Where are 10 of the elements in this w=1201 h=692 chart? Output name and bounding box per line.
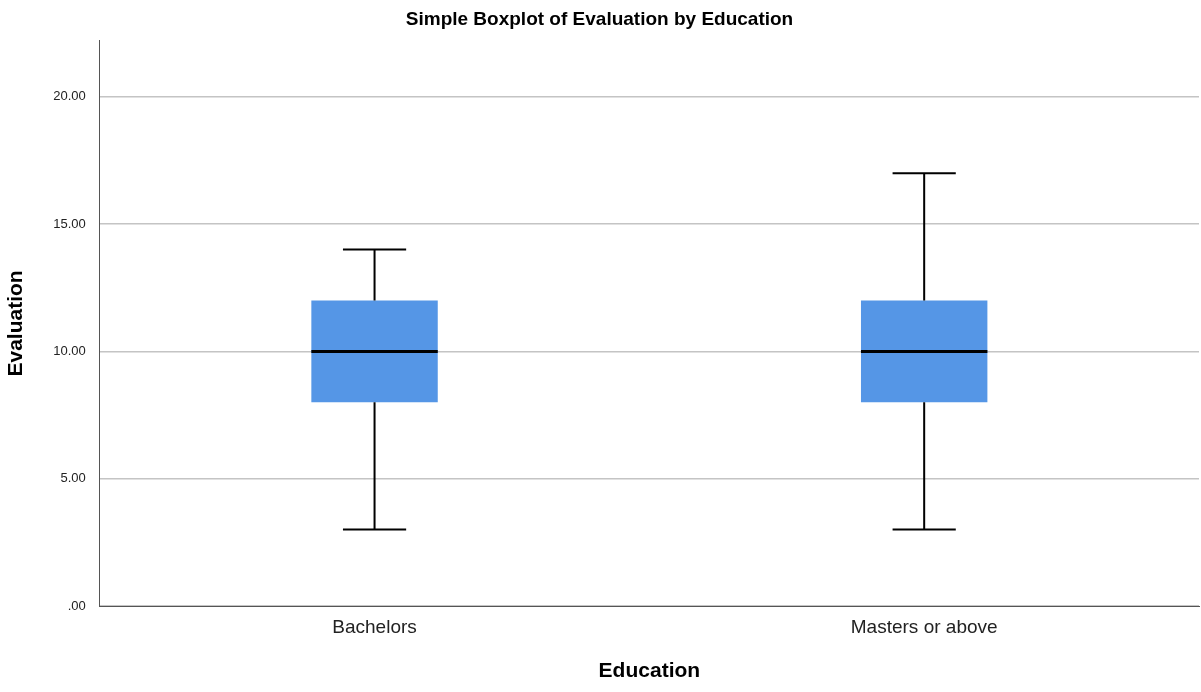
y-tick-label: .00 — [67, 597, 86, 613]
y-tick-label: 5.00 — [60, 470, 86, 486]
y-tick-label: 20.00 — [53, 88, 86, 104]
chart-title: Simple Boxplot of Evaluation by Education — [405, 7, 794, 29]
y-tick-label: 15.00 — [53, 215, 86, 231]
y-tick-label: 10.00 — [53, 342, 86, 358]
x-tick-label: Masters or above — [850, 615, 998, 637]
x-tick-label: Bachelors — [332, 615, 417, 637]
x-axis-title: Education — [598, 658, 701, 682]
y-axis-title: Evaluation — [3, 270, 27, 377]
